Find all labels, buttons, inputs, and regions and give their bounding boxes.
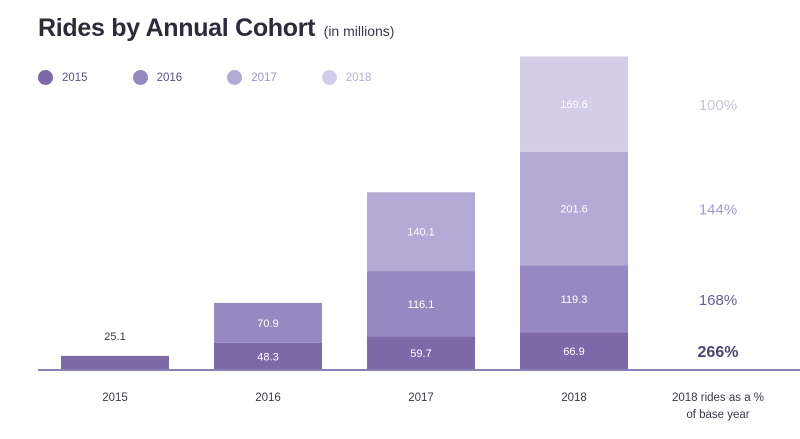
legend-swatch-2017 bbox=[227, 70, 243, 85]
bar-label-2016-2015: 48.3 bbox=[257, 351, 278, 363]
legend-label-2016: 2016 bbox=[156, 71, 183, 84]
bar-label-2016-2016: 70.9 bbox=[257, 318, 278, 330]
legend-item-2017: 2017 bbox=[227, 70, 277, 85]
bar-segment-2018-2017 bbox=[520, 151, 628, 266]
bar-segment-2016-2016 bbox=[214, 302, 322, 343]
legend-swatch-2018 bbox=[321, 70, 337, 85]
bar-label-2017-2016: 116.1 bbox=[408, 299, 435, 311]
chart-subtitle: (in millions) bbox=[323, 23, 395, 39]
bar-label-2018-2017: 201.6 bbox=[560, 204, 588, 216]
side-column-header-line-1: 2018 rides as a % bbox=[672, 392, 764, 404]
bar-label-2017-2015: 59.7 bbox=[410, 348, 431, 360]
bar-segment-2018-2018 bbox=[520, 56, 628, 152]
bar-segment-2018-2015 bbox=[520, 332, 628, 370]
bar-segment-2017-2016 bbox=[367, 271, 475, 337]
x-tick-label-2018: 2018 bbox=[561, 392, 587, 404]
percent-of-base-2015: 266% bbox=[698, 344, 739, 361]
side-column-header-line-2: of base year bbox=[686, 409, 749, 421]
legend-item-2015: 2015 bbox=[38, 70, 88, 85]
bar-label-2015-2015: 25.1 bbox=[104, 331, 125, 343]
bar-segment-2017-2015 bbox=[367, 336, 475, 370]
x-tick-label-2015: 2015 bbox=[102, 392, 128, 404]
chart-title-area: Rides by Annual Cohort (in millions) bbox=[38, 14, 394, 43]
legend-item-2016: 2016 bbox=[132, 70, 183, 85]
x-tick-label-2016: 2016 bbox=[255, 392, 281, 404]
percent-of-base-2018: 100% bbox=[699, 97, 737, 114]
legend-swatch-2015 bbox=[38, 70, 53, 85]
chart-title: Rides by Annual Cohort bbox=[38, 14, 316, 42]
legend-label-2015: 2015 bbox=[62, 71, 88, 84]
bar-segment-2015-2015 bbox=[61, 355, 169, 370]
legend: 2015 2016 2017 2018 bbox=[38, 70, 416, 85]
percent-of-base-2016: 168% bbox=[699, 292, 737, 309]
bar-label-2017-2017: 140.1 bbox=[407, 227, 435, 239]
bar-segment-2018-2016 bbox=[520, 265, 628, 333]
legend-label-2017: 2017 bbox=[251, 71, 277, 84]
legend-label-2018: 2018 bbox=[345, 71, 372, 84]
x-tick-label-2017: 2017 bbox=[408, 392, 434, 404]
percent-of-base-2017: 144% bbox=[699, 202, 737, 219]
bar-segment-2016-2015 bbox=[214, 342, 322, 370]
legend-item-2018: 2018 bbox=[321, 70, 372, 85]
bar-segment-2017-2017 bbox=[367, 192, 475, 272]
bar-label-2018-2018: 169.6 bbox=[560, 99, 588, 111]
bar-label-2018-2015: 66.9 bbox=[563, 346, 584, 358]
legend-swatch-2016 bbox=[132, 70, 148, 85]
bar-label-2018-2016: 119.3 bbox=[561, 294, 588, 306]
